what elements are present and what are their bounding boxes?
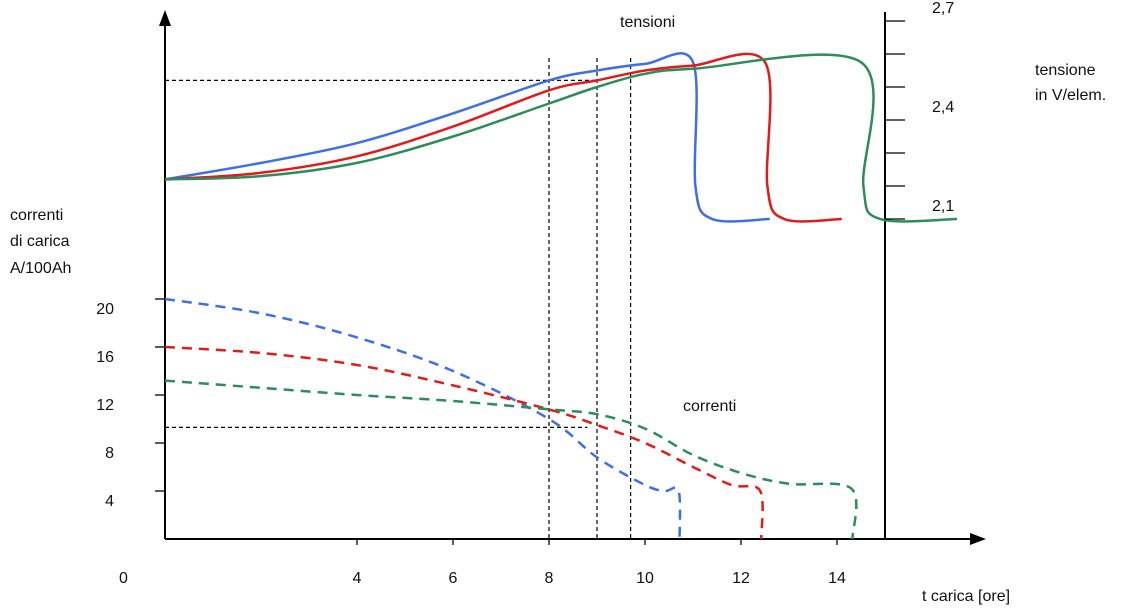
- x-tick-label-1: 6: [449, 570, 458, 587]
- current-line-blue: [164, 297, 682, 540]
- series-group: [164, 52, 958, 540]
- current-tick-label-4: 4: [105, 493, 114, 510]
- x-tick-label-5: 14: [828, 570, 846, 587]
- x-axis-arrow: [970, 533, 986, 545]
- voltage-tick-label-1: 2,4: [932, 99, 954, 116]
- current-line-green: [164, 379, 858, 540]
- axes: [159, 10, 986, 545]
- right-axis-label-line1: tensione: [1035, 62, 1096, 79]
- current-tick-label-2: 12: [96, 397, 114, 414]
- left-axis-label-line1: correnti: [10, 207, 63, 224]
- origin-label: 0: [119, 570, 128, 587]
- top-title: tensioni: [620, 14, 675, 31]
- voltage-line-blue: [164, 52, 770, 223]
- x-tick-label-2: 8: [545, 570, 554, 587]
- current-line-red: [164, 345, 764, 540]
- right-axis-label-line2: in V/elem.: [1035, 87, 1106, 104]
- current-tick-label-3: 8: [105, 445, 114, 462]
- voltage-tick-label-2: 2,1: [932, 198, 954, 215]
- current-tick-label-0: 20: [96, 301, 114, 318]
- x-tick-label-0: 4: [353, 570, 362, 587]
- current-tick-label-1: 16: [96, 349, 114, 366]
- left-axis-label-line3: A/100Ah: [10, 260, 71, 277]
- left-axis-label-line2: di carica: [10, 233, 70, 250]
- voltage-tick-label-0: 2,7: [932, 0, 954, 17]
- x-tick-label-3: 10: [636, 570, 654, 587]
- bottom-title: correnti: [683, 398, 736, 415]
- x-axis-label: t carica [ore]: [922, 588, 1010, 605]
- x-tick-label-4: 12: [732, 570, 750, 587]
- voltage-line-red: [164, 52, 842, 223]
- ticks-group: 4 6 8 10 12 14 20 16 12 8 4 2,7 2,4 2,1: [96, 0, 954, 587]
- voltage-line-green: [164, 53, 958, 223]
- left-axis-arrow: [159, 10, 171, 26]
